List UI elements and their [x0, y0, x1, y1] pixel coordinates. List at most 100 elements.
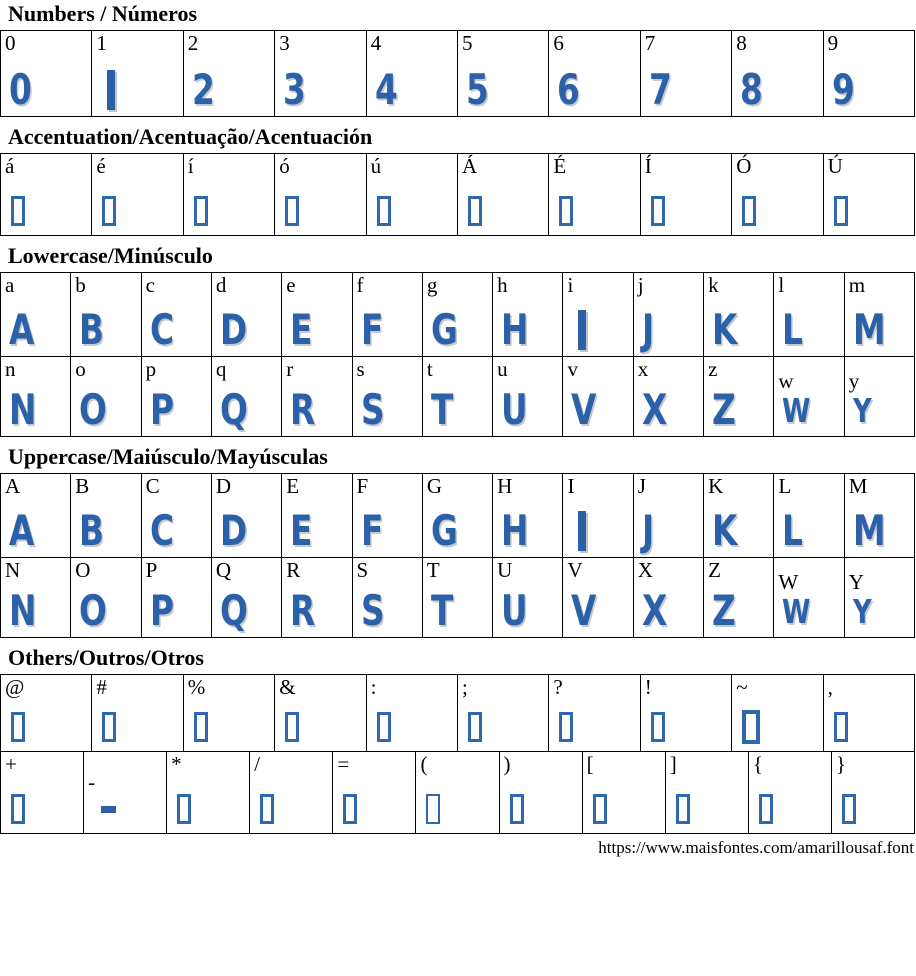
char-label: 1	[96, 31, 107, 55]
char-label: @	[5, 675, 25, 699]
glyph-sample: T	[430, 586, 454, 635]
char-label: m	[848, 273, 866, 297]
missing-glyph-box	[285, 712, 300, 742]
char-label: X	[637, 558, 653, 582]
char-label: o	[75, 357, 86, 381]
char-label: K	[708, 474, 724, 498]
char-label: d	[215, 273, 227, 297]
glyph-cell: Í	[640, 154, 733, 236]
char-label: 8	[736, 31, 747, 55]
glyph-sample: A	[9, 305, 35, 354]
char-label: W	[778, 570, 799, 594]
char-label: q	[215, 357, 227, 381]
glyph-sample: H	[501, 506, 529, 555]
char-label: ]	[669, 752, 677, 776]
bar-glyph	[578, 511, 587, 551]
char-label: [	[586, 752, 594, 776]
glyph-sample: 3	[283, 65, 306, 114]
glyph-sample: L	[782, 506, 804, 555]
glyph-sample: E	[290, 305, 313, 354]
char-label: &	[279, 675, 296, 699]
char-label: ?	[553, 675, 563, 699]
char-label: J	[637, 474, 646, 498]
missing-glyph-box	[193, 712, 208, 742]
glyph-sample: Q	[219, 586, 248, 635]
glyph-cell: Á	[458, 154, 550, 236]
glyph-sample: X	[641, 385, 668, 434]
char-label: M	[848, 474, 868, 498]
char-label: É	[553, 154, 567, 178]
glyph-cell: 1	[92, 31, 184, 117]
char-label: g	[426, 273, 438, 297]
missing-glyph-box	[742, 196, 757, 226]
char-label: i	[567, 273, 574, 297]
glyph-cell: -	[84, 752, 168, 834]
char-label: A	[5, 474, 21, 498]
char-label: j	[637, 273, 644, 297]
char-label: ú	[370, 154, 382, 178]
char-label: Ú	[827, 154, 843, 178]
glyph-cell: ]	[665, 752, 749, 834]
glyph-cell: I	[563, 474, 634, 558]
missing-glyph-box	[343, 794, 358, 824]
missing-glyph-box	[468, 196, 482, 226]
missing-glyph-box	[177, 794, 192, 824]
char-label: }	[835, 752, 846, 776]
char-label: á	[5, 154, 15, 178]
glyph-sample: D	[219, 506, 248, 555]
glyph-sample: K	[712, 506, 738, 555]
glyph-cell: =	[333, 752, 417, 834]
glyph-cell: &	[275, 675, 367, 752]
glyph-sample: M	[852, 305, 886, 354]
glyph-cell: /	[250, 752, 334, 834]
char-label: H	[497, 474, 513, 498]
char-label: l	[778, 273, 785, 297]
glyph-sample: F	[360, 506, 383, 555]
section-title: Others/Outros/Otros	[8, 645, 204, 670]
glyph-cell: ;	[458, 675, 550, 752]
dash-glyph	[101, 806, 117, 813]
char-label: O	[75, 558, 91, 582]
section-accentuation: Accentuation/Acentuação/Acentuación á é í ó…	[0, 124, 916, 236]
char-label: 7	[644, 31, 656, 55]
char-label: B	[75, 474, 90, 498]
char-label: h	[497, 273, 508, 297]
glyph-cell: i	[563, 273, 634, 357]
char-label: u	[497, 357, 508, 381]
char-label: 9	[827, 31, 839, 55]
glyph-sample: A	[9, 506, 35, 555]
char-label: r	[286, 357, 294, 381]
char-label: P	[145, 558, 158, 582]
missing-glyph-box	[559, 196, 574, 226]
